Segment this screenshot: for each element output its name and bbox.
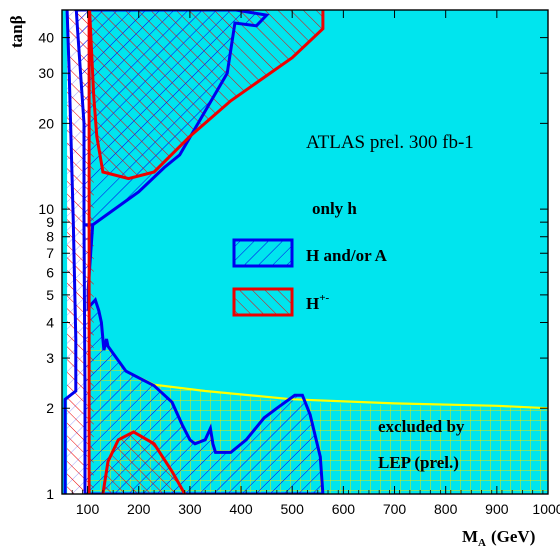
legend-label-hpm: H+- — [306, 292, 330, 313]
lep-label-line1: excluded by — [378, 417, 465, 436]
h-or-a-contour-upper — [74, 10, 270, 227]
y-tick-label: 6 — [46, 264, 54, 280]
x-tick-label: 900 — [485, 501, 509, 517]
h-or-a-region-lower — [84, 224, 323, 494]
y-tick-label: 4 — [46, 314, 54, 330]
legend-label-hpm-sup: +- — [319, 292, 329, 304]
y-tick-label: 3 — [46, 350, 54, 366]
legend-only-h: only h — [312, 199, 357, 218]
x-axis-title-sub: A — [478, 537, 486, 549]
x-tick-label: 1000 — [532, 501, 560, 517]
x-axis-title: MA (GeV) — [462, 527, 535, 549]
legend-label-hpm-main: H — [306, 294, 319, 313]
x-tick-label: 300 — [178, 501, 202, 517]
x-tick-label: 400 — [229, 501, 253, 517]
exclusion-regions — [63, 10, 548, 494]
x-tick-label: 600 — [332, 501, 356, 517]
x-tick-label: 700 — [383, 501, 407, 517]
y-tick-label: 10 — [38, 201, 54, 217]
y-tick-label: 1 — [46, 486, 54, 502]
hpm-region-lower — [102, 432, 185, 494]
x-axis-title-main: M — [462, 527, 478, 546]
x-tick-label: 800 — [434, 501, 458, 517]
legend-swatch-hpm — [232, 287, 294, 317]
legend-label-h-or-a: H and/or A — [306, 246, 388, 265]
y-axis-title: tanβ — [7, 15, 26, 48]
x-tick-label: 500 — [281, 501, 305, 517]
y-axis-title-main: tan — [7, 24, 26, 48]
experiment-annotation: ATLAS prel. 300 fb-1 — [306, 132, 474, 153]
legend-swatch-h-or-a — [232, 238, 294, 268]
lep-label-line2: LEP (prel.) — [378, 453, 459, 472]
x-axis-title-unit: (GeV) — [491, 527, 535, 546]
y-axis-title-greek: β — [7, 15, 26, 24]
y-tick-label: 5 — [46, 287, 54, 303]
hpm-region-upper — [89, 10, 323, 179]
y-tick-label: 30 — [38, 65, 54, 81]
y-tick-label: 7 — [46, 245, 54, 261]
y-tick-label: 9 — [46, 214, 54, 230]
plot-frame — [61, 9, 549, 495]
y-tick-label: 8 — [46, 229, 54, 245]
y-tick-label: 2 — [46, 400, 54, 416]
y-tick-label: 20 — [38, 115, 54, 131]
y-tick-label: 40 — [38, 30, 54, 46]
x-axis: 100 200 300 400 500 600 700 800 900 1000 — [61, 10, 560, 517]
x-tick-label: 100 — [76, 501, 100, 517]
x-tick-label: 200 — [127, 501, 151, 517]
h-or-a-contour-lower — [82, 223, 325, 494]
hpm-contour-upper — [88, 10, 325, 181]
hpm-contour-lower — [101, 430, 187, 494]
